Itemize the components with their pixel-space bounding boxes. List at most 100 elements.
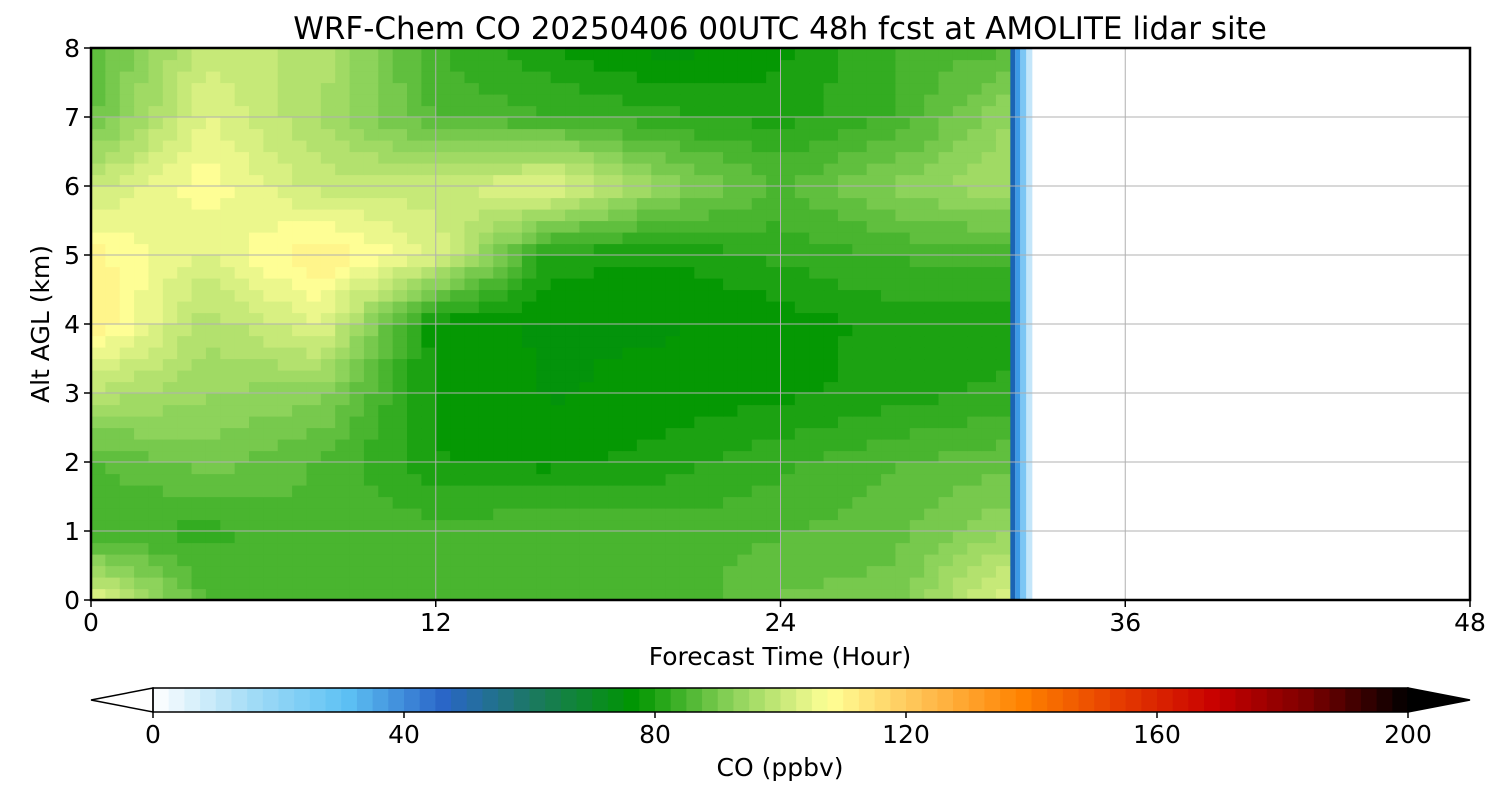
heatmap-cell xyxy=(421,508,437,521)
heatmap-cell xyxy=(895,335,911,348)
heatmap-cell xyxy=(177,48,193,61)
heatmap-cell xyxy=(780,151,796,164)
heatmap-cell xyxy=(493,301,509,314)
heatmap-cell xyxy=(249,105,264,118)
heatmap-cell xyxy=(493,496,509,509)
heatmap-cell xyxy=(162,140,178,153)
heatmap-cell xyxy=(134,324,150,337)
heatmap-cell xyxy=(91,82,106,95)
heatmap-cell xyxy=(809,370,825,383)
heatmap-cell xyxy=(536,335,552,348)
heatmap-cell xyxy=(119,450,135,463)
heatmap-cell xyxy=(622,117,638,130)
heatmap-cell xyxy=(679,71,695,84)
heatmap-cell xyxy=(665,393,681,406)
heatmap-cell xyxy=(866,508,882,521)
heatmap-cell xyxy=(435,140,451,153)
heatmap-cell xyxy=(780,473,796,486)
heatmap-cell xyxy=(636,462,652,475)
heatmap-cell xyxy=(335,128,351,141)
heatmap-cell xyxy=(306,186,322,199)
heatmap-cell xyxy=(478,439,494,452)
heatmap-cell xyxy=(91,393,106,406)
heatmap-cell xyxy=(909,197,925,210)
heatmap-cell xyxy=(292,117,308,130)
heatmap-cell xyxy=(392,140,408,153)
heatmap-cell xyxy=(837,278,853,291)
heatmap-cell xyxy=(694,151,710,164)
heatmap-cell xyxy=(723,404,738,417)
heatmap-cell xyxy=(435,554,451,567)
heatmap-cell xyxy=(823,151,839,164)
heatmap-cell xyxy=(306,462,322,475)
heatmap-cell xyxy=(91,427,106,440)
heatmap-cell xyxy=(636,174,652,187)
heatmap-cell xyxy=(277,312,293,325)
heatmap-cell xyxy=(392,577,408,590)
heatmap-cell xyxy=(464,59,480,72)
y-tick-label: 7 xyxy=(64,103,80,132)
heatmap-cell xyxy=(363,151,379,164)
colorbar-cell xyxy=(1000,688,1017,712)
heatmap-cell xyxy=(292,71,308,84)
heatmap-cell xyxy=(995,117,1011,130)
heatmap-cell xyxy=(694,163,710,176)
heatmap-cell xyxy=(938,439,954,452)
heatmap-cell xyxy=(593,197,609,210)
heatmap-cell xyxy=(493,531,509,544)
heatmap-cell xyxy=(565,531,580,544)
heatmap-cell xyxy=(593,508,609,521)
heatmap-cell xyxy=(895,243,911,256)
heatmap-cell xyxy=(263,71,279,84)
heatmap-cell xyxy=(881,554,897,567)
heatmap-cell xyxy=(837,508,853,521)
heatmap-cell xyxy=(579,82,595,95)
heatmap-cell xyxy=(450,554,466,567)
heatmap-cell xyxy=(866,266,882,279)
heatmap-cell xyxy=(249,174,264,187)
heatmap-cell xyxy=(636,209,652,222)
heatmap-cell xyxy=(119,519,135,532)
heatmap-cell xyxy=(249,542,264,555)
heatmap-cell xyxy=(536,140,552,153)
heatmap-cell xyxy=(952,450,968,463)
heatmap-cell xyxy=(981,473,997,486)
heatmap-cell xyxy=(536,151,552,164)
heatmap-cell xyxy=(478,519,494,532)
heatmap-cell xyxy=(636,255,652,268)
heatmap-cell xyxy=(837,462,853,475)
heatmap-cell xyxy=(995,128,1011,141)
heatmap-cell xyxy=(378,186,394,199)
heatmap-cell xyxy=(579,588,595,601)
y-tick-label: 4 xyxy=(64,310,80,339)
heatmap-cell xyxy=(952,519,968,532)
heatmap-cell xyxy=(335,220,351,233)
colorbar-cell xyxy=(435,688,452,712)
heatmap-cell xyxy=(162,519,178,532)
heatmap-cell xyxy=(608,577,624,590)
heatmap-cell xyxy=(191,128,207,141)
heatmap-cell xyxy=(909,577,925,590)
heatmap-cell xyxy=(636,554,652,567)
heatmap-cell xyxy=(220,232,236,245)
heatmap-cell xyxy=(967,381,983,394)
heatmap-cell xyxy=(536,289,552,302)
heatmap-cell xyxy=(148,485,164,498)
heatmap-cell xyxy=(909,531,925,544)
heatmap-cell xyxy=(363,381,379,394)
heatmap-cell xyxy=(823,496,839,509)
heatmap-cell xyxy=(464,324,480,337)
heatmap-cell xyxy=(177,496,193,509)
heatmap-cell xyxy=(119,266,135,279)
heatmap-cell xyxy=(737,105,753,118)
heatmap-cell xyxy=(435,278,451,291)
heatmap-cell xyxy=(780,82,796,95)
heatmap-cell xyxy=(292,335,308,348)
heatmap-cell xyxy=(134,140,150,153)
heatmap-cell xyxy=(823,220,839,233)
heatmap-cell xyxy=(751,427,767,440)
heatmap-cell xyxy=(694,508,710,521)
heatmap-cell xyxy=(507,48,523,61)
heatmap-cell xyxy=(234,278,250,291)
heatmap-cell xyxy=(866,519,882,532)
